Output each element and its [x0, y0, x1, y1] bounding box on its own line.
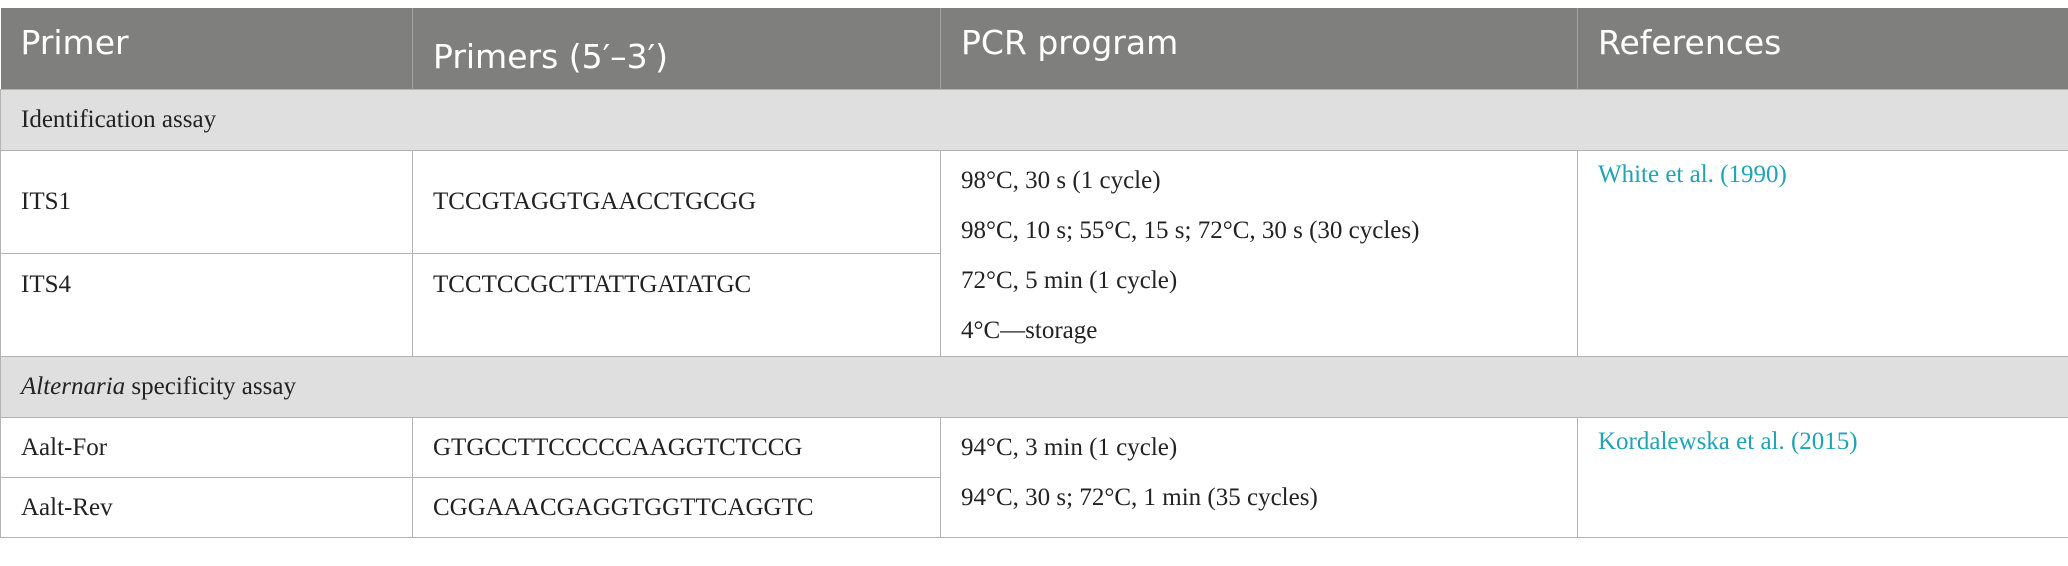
pcr-step: 94°C, 30 s; 72°C, 1 min (35 cycles)	[961, 484, 1318, 511]
table-row: Aalt-For GTGCCTTCCCCCAAGGTCTCCG 94°C, 3 …	[0, 417, 2068, 538]
primer-name: Aalt-Rev	[0, 477, 413, 538]
primer-sequence: TCCTCCGCTTATTGATATGC	[412, 253, 941, 357]
header-sequence: Primers (5′–3′)	[412, 8, 941, 90]
section-title-text: specificity assay	[125, 373, 296, 400]
section-row-specificity: Alternaria specificity assay	[0, 356, 2068, 418]
section-title: Alternaria specificity assay	[0, 356, 2068, 418]
pcr-step: 94°C, 3 min (1 cycle)	[961, 434, 1178, 461]
section-row-identification: Identification assay	[0, 89, 2068, 151]
table-body: Identification assay ITS1 TCCGTAGGTGAACC…	[0, 89, 2068, 538]
primer-sequence: CGGAAACGAGGTGGTTCAGGTC	[412, 477, 941, 538]
primer-name: ITS1	[0, 150, 413, 254]
pcr-program-cell: 98°C, 30 s (1 cycle) 98°C, 10 s; 55°C, 1…	[940, 150, 1578, 357]
pcr-step: 98°C, 30 s (1 cycle)	[961, 167, 1161, 194]
table-header: Primer Primers (5′–3′) PCR program Refer…	[0, 8, 2068, 90]
primer-name: Aalt-For	[0, 417, 413, 478]
table-row: Aalt-Rev CGGAAACGAGGTGGTTCAGGTC	[0, 477, 2068, 538]
section-title: Identification assay	[0, 89, 2068, 151]
pcr-step: 98°C, 10 s; 55°C, 15 s; 72°C, 30 s (30 c…	[961, 217, 1420, 244]
reference-link[interactable]: Kordalewska et al. (2015)	[1598, 428, 1858, 455]
primer-sequence: GTGCCTTCCCCCAAGGTCTCCG	[412, 417, 941, 478]
header-row: Primer Primers (5′–3′) PCR program Refer…	[0, 8, 2068, 90]
reference-cell: White et al. (1990)	[1577, 150, 2068, 357]
header-primer: Primer	[0, 8, 413, 90]
table-row: ITS1 TCCGTAGGTGAACCTGCGG 98°C, 30 s (1 c…	[0, 150, 2068, 357]
section-title-text: Identification assay	[21, 106, 217, 133]
header-references: References	[1577, 8, 2068, 90]
primer-table: Primer Primers (5′–3′) PCR program Refer…	[0, 8, 2068, 538]
section-title-italic: Alternaria	[21, 373, 126, 400]
reference-link[interactable]: White et al. (1990)	[1598, 161, 1787, 188]
reference-cell: Kordalewska et al. (2015)	[1577, 417, 2068, 538]
pcr-step: 72°C, 5 min (1 cycle)	[961, 267, 1178, 294]
pcr-program-cell: 94°C, 3 min (1 cycle) 94°C, 30 s; 72°C, …	[940, 417, 1578, 538]
primer-name: ITS4	[0, 253, 413, 357]
pcr-step: 4°C—storage	[961, 317, 1098, 344]
primer-sequence: TCCGTAGGTGAACCTGCGG	[412, 150, 941, 254]
table-row: ITS4 TCCTCCGCTTATTGATATGC	[0, 253, 2068, 357]
header-pcr-program: PCR program	[940, 8, 1578, 90]
